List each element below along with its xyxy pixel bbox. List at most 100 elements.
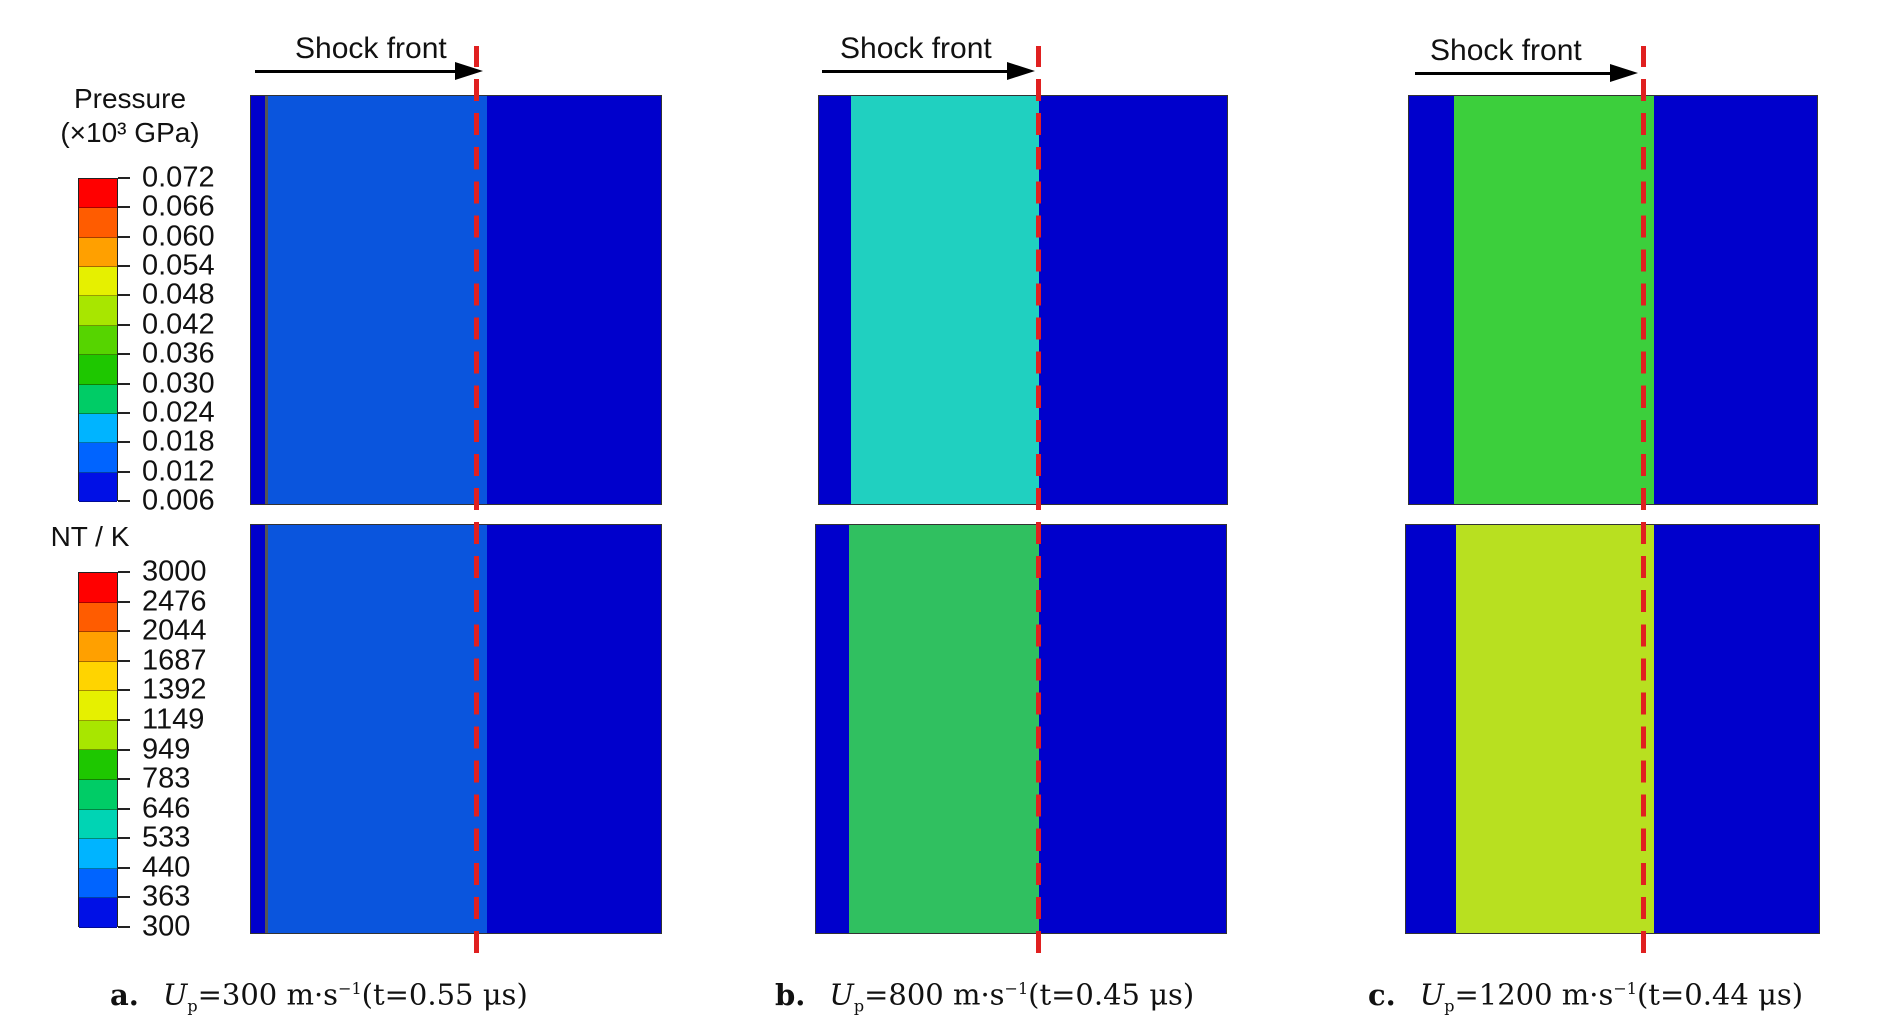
temperature-colorbar-segment	[79, 573, 117, 603]
caption-letter-c: c.	[1368, 977, 1396, 1012]
pressure-tick-label: 0.060	[142, 220, 215, 253]
caption-sub-a: p	[187, 996, 198, 1016]
temperature-tick-label: 300	[142, 910, 191, 943]
temperature-tick-label: 533	[142, 821, 191, 854]
temperature-contour-c	[1405, 524, 1820, 934]
caption-time-a: (t=0.55 μs)	[361, 977, 528, 1012]
temperature-tick-mark	[118, 807, 130, 810]
caption-var-b: U	[829, 977, 854, 1012]
pressure-tick-label: 0.036	[142, 337, 215, 370]
pressure-tick-mark	[118, 441, 130, 444]
temperature-colorbar	[78, 572, 118, 928]
piston-boundary-a2	[265, 525, 268, 933]
pressure-tick-label: 0.072	[142, 161, 215, 194]
pressure-contour-a	[250, 95, 662, 505]
temperature-tick-mark	[118, 571, 130, 573]
pressure-colorbar-segment	[79, 384, 117, 414]
temperature-tick-mark	[118, 630, 130, 633]
caption-value-b: =800 m·s	[864, 977, 1005, 1012]
pressure-colorbar	[78, 178, 118, 502]
temperature-colorbar-segment	[79, 661, 117, 692]
pressure-tick-mark	[118, 235, 130, 238]
shock-front-line-c	[1641, 46, 1646, 954]
shocked-region-temperature-a	[265, 525, 487, 933]
caption-var-c: U	[1419, 977, 1445, 1012]
temperature-tick-mark	[118, 926, 130, 928]
pressure-legend-title: Pressure (×10³ GPa)	[30, 82, 230, 150]
temperature-legend-title: NT / K	[50, 521, 130, 552]
temperature-tick-label: 440	[142, 851, 191, 884]
caption-letter-b: b.	[775, 977, 806, 1012]
caption-sup-a: −1	[338, 979, 362, 998]
temperature-tick-mark	[118, 778, 130, 781]
temperature-tick-label: 1687	[142, 644, 207, 677]
pressure-colorbar-segment	[79, 355, 117, 385]
pressure-tick-mark	[118, 265, 130, 268]
shock-front-label-c: Shock front	[1430, 34, 1582, 67]
shock-front-line-a	[474, 46, 479, 954]
shock-arrow-c	[1415, 64, 1638, 82]
pressure-colorbar-segment	[79, 325, 117, 356]
pressure-legend-title-line2: (×10³ GPa)	[60, 117, 200, 148]
temperature-tick-label: 949	[142, 733, 191, 765]
pressure-contour-b	[818, 95, 1228, 505]
temperature-tick-label: 783	[142, 762, 191, 795]
caption-sup-b: −1	[1004, 979, 1029, 998]
temperature-colorbar-segment	[79, 809, 117, 840]
caption-c: c. Up=1200 m·s−1(t=0.44 μs)	[1368, 972, 1803, 1023]
temperature-tick-mark	[118, 659, 130, 662]
pressure-tick-mark	[118, 177, 130, 179]
pressure-tick-label: 0.024	[142, 396, 215, 429]
pressure-legend-title-line1: Pressure	[73, 83, 187, 114]
pressure-colorbar-segment	[79, 237, 117, 268]
temperature-tick-label: 1392	[142, 673, 207, 706]
shocked-region-pressure-c	[1454, 96, 1654, 504]
shock-front-label-b: Shock front	[840, 32, 992, 65]
temperature-tick-mark	[118, 837, 130, 840]
temperature-tick-label: 363	[142, 880, 191, 913]
shock-arrow-a	[255, 62, 483, 80]
pressure-tick-mark	[118, 470, 130, 473]
piston-boundary-a	[265, 96, 268, 504]
temperature-colorbar-segment	[79, 898, 117, 928]
pressure-tick-label: 0.018	[142, 425, 215, 458]
caption-sub-b: p	[853, 996, 865, 1016]
shock-arrow-b	[822, 62, 1035, 80]
caption-time-c: (t=0.44 μs)	[1636, 977, 1804, 1012]
pressure-tick-mark	[118, 323, 130, 326]
caption-var-a: U	[162, 977, 188, 1012]
shock-front-line-b	[1036, 46, 1041, 954]
pressure-tick-mark	[118, 353, 130, 356]
pressure-tick-mark	[118, 382, 130, 385]
temperature-colorbar-segment	[79, 868, 117, 899]
caption-value-c: =1200 m·s	[1454, 977, 1614, 1012]
temperature-tick-mark	[118, 718, 130, 721]
temperature-colorbar-segment	[79, 691, 117, 721]
caption-time-b: (t=0.45 μs)	[1028, 977, 1195, 1012]
shocked-region-pressure-a	[265, 96, 487, 504]
temperature-tick-mark	[118, 689, 130, 692]
temperature-tick-mark	[118, 896, 130, 899]
temperature-tick-label: 2044	[142, 614, 207, 647]
temperature-tick-mark	[118, 748, 130, 751]
temperature-tick-mark	[118, 866, 130, 869]
temperature-tick-label: 1149	[142, 703, 205, 736]
caption-letter-a: a.	[110, 977, 139, 1012]
pressure-tick-label: 0.048	[142, 278, 215, 311]
temperature-tick-label: 2476	[142, 585, 207, 618]
temperature-colorbar-segment	[79, 602, 117, 633]
pressure-colorbar-segment	[79, 179, 117, 209]
shocked-region-temperature-c	[1456, 525, 1654, 933]
pressure-colorbar-segment	[79, 472, 117, 502]
pressure-colorbar-segment	[79, 413, 117, 444]
pressure-tick-label: 0.030	[142, 367, 215, 400]
shocked-region-temperature-b	[849, 525, 1039, 933]
temperature-colorbar-segment	[79, 720, 117, 751]
pressure-colorbar-segment	[79, 443, 117, 473]
pressure-tick-mark	[118, 411, 130, 414]
temperature-contour-a	[250, 524, 662, 934]
pressure-tick-mark	[118, 206, 130, 209]
shocked-region-pressure-b	[851, 96, 1039, 504]
caption-value-a: =300 m·s	[197, 977, 339, 1012]
pressure-tick-label: 0.012	[142, 455, 215, 488]
